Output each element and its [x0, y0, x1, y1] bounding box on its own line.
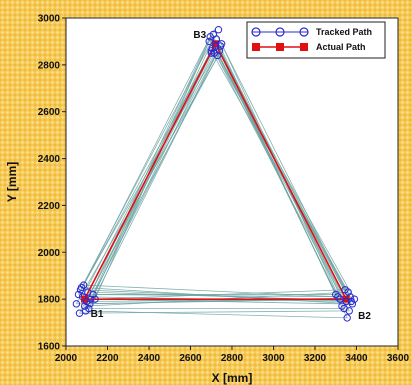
y-tick-label: 2800 — [38, 60, 61, 71]
annotations: B1 B2 B3 — [91, 30, 372, 322]
legend-actual-marker — [276, 43, 284, 51]
legend-actual-marker — [252, 43, 260, 51]
tracked-path-point — [216, 42, 225, 50]
legend: Tracked Path Actual Path — [246, 21, 386, 59]
point-label-b1: B1 — [91, 309, 104, 320]
tracked-path-point — [214, 26, 223, 34]
x-tick-label: 3200 — [304, 353, 327, 364]
tracked-path-line — [89, 37, 350, 305]
tracked-path-point — [74, 290, 83, 299]
legend-tracked-label: Tracked Path — [316, 27, 372, 37]
x-tick-label: 3000 — [262, 353, 285, 364]
tracked-path-point — [212, 35, 221, 43]
y-ticks: 1600 1800 2000 2200 2400 2600 2800 3000 — [38, 14, 66, 353]
tracked-path-line — [87, 53, 344, 301]
x-tick-label: 2000 — [55, 353, 78, 364]
legend-box — [246, 21, 386, 59]
tracked-path-point — [87, 295, 95, 303]
y-tick-label: 3000 — [38, 14, 61, 25]
tracked-path-point — [336, 295, 344, 303]
y-tick-label: 1600 — [38, 342, 61, 353]
tracked-path-point — [347, 297, 356, 306]
legend-tracked-marker — [299, 27, 309, 37]
actual-path-point — [211, 40, 219, 48]
tracked-path-point — [72, 300, 81, 308]
tracked-path-point — [82, 307, 90, 315]
legend-actual-label: Actual Path — [316, 42, 366, 52]
tracked-path-point — [338, 302, 346, 310]
y-tick-label: 2600 — [38, 107, 61, 118]
y-tick-label: 2200 — [38, 201, 61, 212]
tracked-path-point — [346, 293, 354, 301]
legend-tracked-marker — [251, 27, 261, 37]
x-tick-label: 2400 — [138, 353, 161, 364]
tracked-path-point — [91, 295, 99, 303]
legend-actual-marker — [300, 43, 308, 51]
legend-tracked-marker — [275, 27, 285, 37]
actual-path-line — [83, 42, 348, 300]
tracked-path-point — [207, 47, 215, 55]
x-ticks: 2000 2200 2400 2600 2800 3000 3200 3400 3600 — [55, 346, 410, 364]
x-tick-label: 2200 — [96, 353, 119, 364]
tracked-path-point — [343, 314, 351, 322]
x-tick-label: 2600 — [179, 353, 202, 364]
tracked-path-point — [342, 297, 350, 306]
tracked-lines — [76, 28, 356, 319]
point-label-b2: B2 — [358, 311, 371, 322]
x-tick-label: 2800 — [221, 353, 244, 364]
tracked-path-point — [205, 37, 213, 46]
tracked-path-point — [75, 309, 84, 317]
x-tick-label: 3400 — [345, 353, 368, 364]
point-label-b3: B3 — [193, 30, 206, 41]
tracked-path-point — [206, 33, 214, 41]
y-axis-title: Y [mm] — [5, 162, 19, 202]
tracked-path-point — [84, 288, 92, 296]
tracked-path-point — [332, 290, 340, 299]
actual-path-point — [342, 295, 350, 303]
tracked-path-point — [77, 283, 86, 292]
y-tick-label: 2400 — [38, 154, 61, 165]
y-tick-label: 1800 — [38, 295, 61, 306]
x-axis-title: X [mm] — [212, 371, 253, 385]
y-tick-label: 2000 — [38, 248, 61, 259]
tracked-path-point — [341, 286, 349, 294]
tracked-path-point — [207, 49, 215, 57]
tracked-path-point — [345, 307, 353, 315]
tracked-points — [72, 26, 359, 322]
tracked-path-point — [79, 281, 88, 289]
tracked-path-point — [78, 293, 87, 301]
tracked-path-point — [334, 293, 342, 301]
x-tick-label: 3600 — [387, 353, 410, 364]
tracked-path-point — [86, 300, 94, 308]
